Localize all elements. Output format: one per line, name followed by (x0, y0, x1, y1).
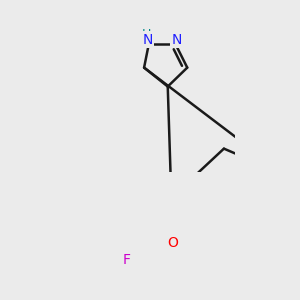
Text: O: O (167, 236, 178, 250)
Text: H: H (142, 28, 151, 41)
Text: N: N (142, 32, 153, 46)
Text: F: F (122, 253, 130, 267)
Text: N: N (171, 32, 181, 46)
